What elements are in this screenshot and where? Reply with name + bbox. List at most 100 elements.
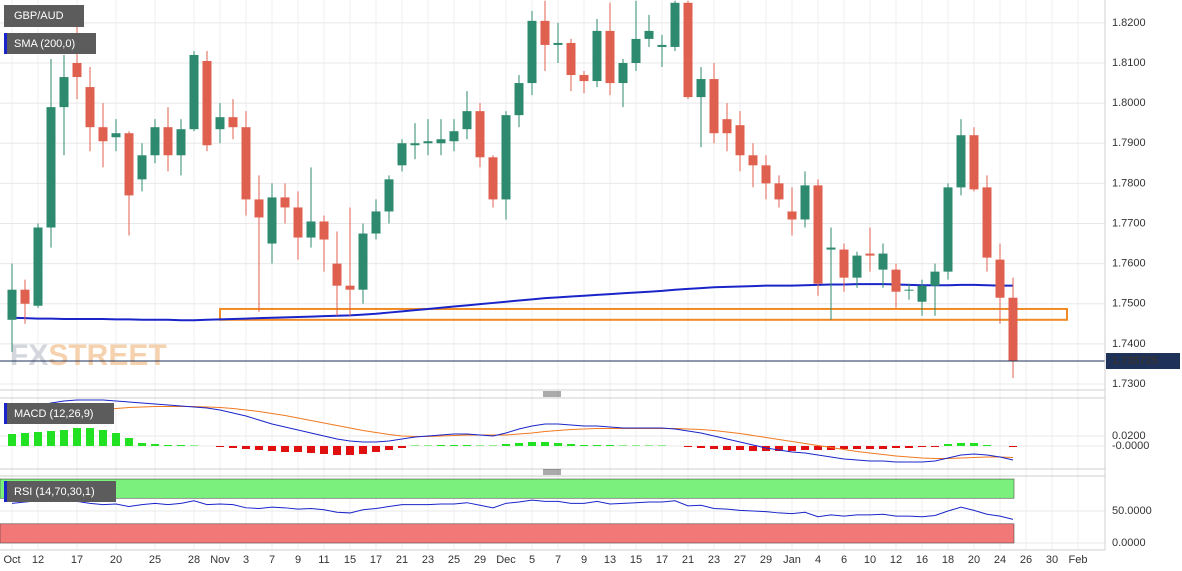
- x-tick-label: 3: [243, 554, 249, 566]
- candle-body: [319, 221, 329, 240]
- rsi-line: [11, 498, 1014, 520]
- x-tick-label: 17: [656, 554, 668, 566]
- candle-body: [514, 83, 524, 116]
- macd-histogram-bar: [736, 446, 744, 450]
- macd-histogram-bar: [333, 446, 341, 455]
- candle-body: [891, 269, 901, 292]
- candle-body: [670, 2, 680, 47]
- marks-layer: 1.735725: [0, 0, 1180, 544]
- watermark-street: STREET: [48, 339, 166, 372]
- macd-histogram-bar: [47, 431, 55, 446]
- legend-box: [4, 5, 84, 27]
- macd-histogram-bar: [177, 445, 185, 446]
- candle-body: [657, 44, 667, 47]
- watermark-fx: FX: [10, 339, 48, 372]
- macd-histogram-bar: [398, 446, 406, 448]
- price-label: 1.735725: [1112, 355, 1158, 367]
- candle-body: [449, 131, 459, 142]
- candle-body: [280, 197, 290, 208]
- legend-box: [4, 403, 114, 424]
- candle-body: [423, 141, 433, 144]
- candle-body: [826, 247, 836, 250]
- macd-histogram-bar: [307, 446, 315, 453]
- macd-histogram-bar: [60, 430, 68, 446]
- candle-body: [267, 197, 277, 244]
- legend-item: SMA (200,0): [4, 33, 96, 54]
- macd-histogram-bar: [567, 444, 575, 446]
- candle-body: [943, 187, 953, 272]
- x-tick-label: 12: [32, 554, 44, 566]
- legend-swatch: [4, 403, 7, 424]
- candle-body: [969, 135, 979, 190]
- candle-body: [345, 285, 355, 290]
- candle-body: [384, 179, 394, 212]
- candle-body: [332, 263, 342, 286]
- legend-box: [4, 33, 96, 54]
- macd-histogram-bar: [73, 428, 81, 446]
- candle-body: [33, 227, 43, 306]
- macd-histogram-bar: [866, 446, 874, 449]
- candle-body: [956, 135, 966, 188]
- x-tick-label: 26: [1020, 554, 1032, 566]
- candle-body: [137, 155, 147, 180]
- candle-body: [1008, 297, 1018, 362]
- candle-body: [111, 133, 121, 138]
- macd-histogram-bar: [34, 432, 42, 446]
- candle-body: [85, 87, 95, 128]
- candle-body: [930, 271, 940, 286]
- macd-histogram-bar: [697, 446, 705, 448]
- macd-histogram-bar: [684, 446, 692, 447]
- candle-body: [436, 139, 446, 144]
- candle-body: [566, 42, 576, 76]
- candle-body: [488, 157, 498, 200]
- macd-histogram-bar: [1009, 446, 1017, 447]
- candle-body: [228, 117, 238, 128]
- macd-histogram-bar: [216, 446, 224, 447]
- x-tick-label: 21: [396, 554, 408, 566]
- macd-histogram-bar: [190, 445, 198, 446]
- macd-histogram-bar: [21, 433, 29, 446]
- y-tick-label: 1.7600: [1112, 258, 1146, 270]
- x-tick-label: 7: [269, 554, 275, 566]
- x-tick-label: 17: [71, 554, 83, 566]
- candle-body: [72, 62, 82, 78]
- macd-histogram-bar: [463, 445, 471, 446]
- macd-histogram-bar: [944, 444, 952, 446]
- x-tick-label: 17: [370, 554, 382, 566]
- macd-histogram-bar: [346, 446, 354, 455]
- macd-histogram-bar: [99, 430, 107, 446]
- macd-histogram-bar: [749, 446, 757, 451]
- candle-body: [358, 233, 368, 290]
- candle-body: [839, 249, 849, 278]
- x-tick-label: 21: [682, 554, 694, 566]
- candle-body: [124, 133, 134, 196]
- macd-histogram-bar: [853, 446, 861, 449]
- rsi-band: [0, 478, 1015, 499]
- macd-histogram-bar: [619, 445, 627, 446]
- grid-layer: Oct 12 17 20 25 28 Nov 3 7 9 11 15 17 21 23 25 29 Dec 5 7 9 1…: [0, 0, 1152, 566]
- candle-body: [7, 289, 17, 320]
- x-tick-label: 29: [760, 554, 772, 566]
- y-tick-label: 1.7300: [1112, 378, 1146, 390]
- candle-body: [722, 119, 732, 134]
- x-tick-label: 24: [994, 554, 1006, 566]
- candle-body: [371, 211, 381, 234]
- candle-body: [904, 289, 914, 291]
- candle-body: [553, 42, 563, 45]
- x-tick-label: 23: [708, 554, 720, 566]
- candle-body: [592, 30, 602, 82]
- candle-body: [501, 115, 511, 200]
- candle-body: [150, 127, 160, 156]
- candle-body: [20, 289, 30, 304]
- legend-item: RSI (14,70,30,1): [4, 481, 116, 502]
- x-tick-label: 9: [295, 554, 301, 566]
- macd-histogram-bar: [86, 428, 94, 446]
- macd-histogram-bar: [983, 445, 991, 446]
- candle-body: [631, 38, 641, 63]
- x-tick-label: 25: [149, 554, 161, 566]
- macd-histogram-bar: [359, 446, 367, 454]
- macd-histogram-bar: [437, 445, 445, 446]
- candle-body: [852, 255, 862, 278]
- macd-histogram-bar: [593, 445, 601, 446]
